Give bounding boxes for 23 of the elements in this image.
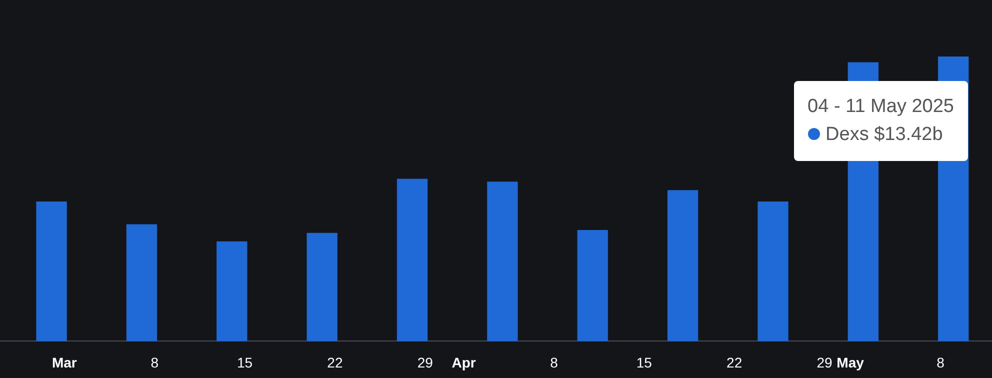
text: Dexs $13.42b — [826, 124, 943, 145]
x-tick-label: May — [836, 354, 864, 370]
x-tick-label: 8 — [936, 354, 945, 370]
annotation: 04 - 11 May 2025 — [808, 95, 954, 119]
x-tick-label: 8 — [550, 354, 558, 370]
x-tick-label: 22 — [726, 354, 742, 370]
bar — [577, 230, 608, 342]
bar — [216, 241, 248, 342]
x-tick-label: 22 — [327, 354, 343, 370]
bar — [306, 232, 338, 342]
x-tick-label: Apr — [452, 354, 476, 370]
x-tick-label: 29 — [417, 354, 434, 370]
bar — [396, 178, 428, 342]
bar — [667, 190, 698, 342]
x-tick-label: Mar — [52, 354, 78, 370]
x-tick-label: 15 — [636, 354, 652, 370]
bar — [36, 202, 67, 342]
x-tick-label: 15 — [236, 354, 253, 370]
bar — [126, 224, 158, 342]
bar — [487, 182, 518, 342]
x-tick-label: 29 — [816, 354, 833, 370]
x-tick-label: 8 — [150, 354, 159, 370]
bar — [758, 202, 788, 342]
